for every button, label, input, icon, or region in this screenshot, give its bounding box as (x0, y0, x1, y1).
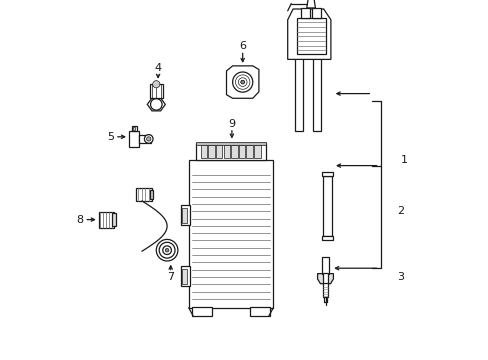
Circle shape (144, 135, 153, 143)
Circle shape (146, 137, 151, 141)
Bar (223, 145, 230, 158)
Polygon shape (147, 98, 165, 111)
Circle shape (165, 248, 168, 252)
Polygon shape (317, 274, 333, 284)
Bar (182, 269, 187, 284)
Circle shape (238, 78, 246, 86)
Bar (322, 257, 328, 274)
Bar (192, 307, 212, 316)
Bar (208, 145, 214, 158)
Bar (323, 283, 327, 297)
Bar (136, 188, 151, 201)
Bar (129, 131, 139, 147)
Circle shape (232, 72, 252, 92)
Polygon shape (306, 0, 315, 8)
Bar (112, 213, 116, 226)
Bar (132, 126, 137, 131)
Bar (149, 84, 163, 98)
Text: 2: 2 (397, 206, 404, 216)
Bar (321, 236, 332, 240)
Circle shape (156, 239, 178, 261)
Circle shape (241, 80, 244, 84)
Circle shape (163, 246, 171, 255)
Bar (181, 205, 189, 225)
Circle shape (150, 99, 162, 110)
Bar (188, 160, 273, 308)
Bar (215, 145, 222, 158)
Bar (196, 142, 265, 145)
Bar (139, 135, 151, 143)
Bar (254, 145, 260, 158)
Bar (311, 8, 321, 18)
Bar (246, 145, 252, 158)
Bar (322, 273, 327, 284)
Circle shape (235, 75, 249, 89)
Circle shape (241, 80, 244, 84)
Bar (231, 145, 237, 158)
Bar (238, 145, 245, 158)
Circle shape (152, 81, 160, 88)
Polygon shape (226, 66, 258, 98)
Text: 9: 9 (228, 119, 235, 129)
Bar (249, 307, 269, 316)
Bar (321, 172, 332, 176)
Bar (200, 145, 207, 158)
Text: 4: 4 (154, 63, 162, 73)
Text: 5: 5 (107, 132, 114, 142)
Bar (296, 18, 325, 54)
Bar (182, 208, 187, 223)
Bar (301, 8, 309, 18)
Bar (322, 176, 331, 236)
Bar (150, 190, 153, 199)
Text: 3: 3 (397, 272, 404, 282)
Text: 6: 6 (239, 41, 245, 51)
Text: 8: 8 (76, 215, 83, 225)
Circle shape (159, 242, 175, 258)
Bar (294, 56, 302, 131)
Text: 1: 1 (400, 155, 407, 165)
Bar (132, 127, 135, 130)
Bar (196, 143, 265, 160)
Polygon shape (287, 9, 330, 59)
Text: 7: 7 (167, 272, 174, 282)
Bar (312, 56, 320, 131)
Bar (181, 266, 189, 286)
Bar (99, 212, 114, 228)
